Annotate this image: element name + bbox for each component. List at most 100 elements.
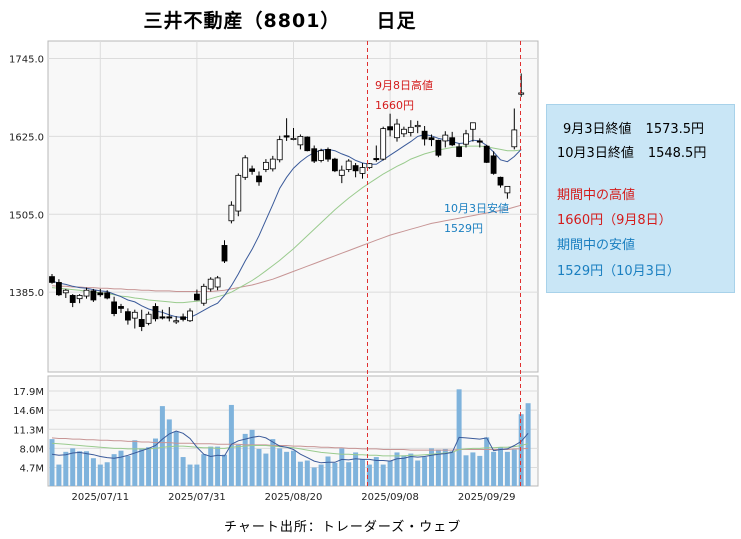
volume-bar	[63, 451, 69, 486]
candlestick	[262, 159, 269, 173]
candle-body	[290, 137, 297, 140]
volume-bar	[422, 457, 428, 486]
volume-bar	[297, 461, 303, 486]
close-2-value: 1548.5円	[647, 146, 707, 161]
candlestick	[407, 120, 414, 137]
candlestick	[497, 176, 504, 188]
candle-body	[207, 278, 214, 290]
candlestick	[221, 240, 228, 263]
candlestick	[228, 201, 235, 224]
candle-body	[193, 293, 200, 301]
candle-body	[504, 185, 511, 194]
volume-bar	[353, 452, 359, 486]
candle-body	[228, 204, 235, 222]
candle-body	[352, 165, 359, 172]
candle-body	[380, 128, 387, 160]
volume-bar	[208, 446, 214, 486]
candlestick	[276, 135, 283, 163]
candle-body	[463, 133, 469, 145]
close-1-row: 9月3日終値 1573.5円	[563, 118, 704, 137]
candle-body	[49, 276, 55, 283]
volume-bar	[498, 447, 503, 486]
chart-source: チャート出所：トレーダーズ・ウェブ	[224, 520, 462, 535]
volume-bar	[263, 453, 269, 486]
candle-body	[387, 126, 394, 131]
chart-title: 三井不動産（8801） 日足	[0, 6, 560, 33]
low-annotation-price: 1529円	[444, 222, 483, 235]
volume-bar	[111, 454, 117, 486]
candle-body	[394, 123, 400, 139]
candlestick	[400, 126, 407, 138]
volume-bar	[401, 455, 407, 486]
candlestick	[193, 289, 200, 301]
candlestick	[352, 163, 359, 178]
candlestick	[504, 185, 511, 199]
volume-bar	[373, 457, 379, 486]
candlestick	[331, 157, 338, 173]
volume-bar	[304, 460, 310, 486]
candlesticks	[49, 73, 525, 332]
volume-bar	[415, 460, 421, 486]
candle-body	[138, 319, 145, 327]
candle-body	[76, 295, 83, 300]
candle-body	[269, 158, 276, 170]
candlestick	[269, 155, 276, 172]
volume-bar	[118, 450, 124, 486]
candlestick	[166, 307, 173, 322]
x-tick-label: 2025/09/29	[458, 492, 516, 503]
period-low-label: 期間中の安値	[557, 238, 636, 253]
candlestick	[90, 288, 97, 302]
volume-bar	[346, 462, 352, 486]
x-tick-label: 2025/07/31	[168, 492, 226, 503]
candlestick	[145, 311, 152, 326]
candlestick	[138, 309, 145, 332]
candlestick	[180, 313, 187, 322]
candlestick	[214, 275, 221, 291]
low-annotation: 10月3日安値 1529円	[444, 200, 509, 236]
candle-body	[166, 316, 173, 319]
close-2-label: 10月3日終値	[557, 146, 634, 161]
candlestick	[469, 122, 476, 142]
title-period: 日足	[376, 10, 417, 32]
candlestick	[249, 165, 256, 175]
candle-body	[256, 175, 262, 183]
candle-body	[435, 139, 442, 156]
candlestick	[366, 163, 373, 169]
low-annotation-date: 10月3日安値	[444, 202, 509, 215]
candle-body	[262, 161, 269, 170]
candle-body	[414, 124, 421, 128]
candle-body	[173, 320, 180, 323]
candle-body	[104, 292, 111, 299]
volume-ma-long-line	[51, 437, 529, 451]
candlestick	[104, 290, 111, 300]
volume-bar	[284, 451, 290, 486]
candlestick	[456, 143, 463, 158]
price-y-tick-label: 1505.0	[9, 210, 44, 221]
candle-body	[242, 157, 249, 178]
candle-body	[311, 148, 318, 162]
volume-panel: 4.7M 8.0M 11.3M 14.6M 17.9M	[13, 375, 539, 487]
candlestick	[394, 118, 400, 142]
volume-bar	[194, 464, 200, 486]
candle-body	[214, 277, 221, 288]
volume-y-axis: 4.7M 8.0M 11.3M 14.6M 17.9M	[13, 387, 44, 474]
candle-body	[125, 311, 131, 321]
price-y-axis: 1385.0 1505.0 1625.0 1745.0	[9, 55, 44, 300]
volume-bar	[366, 464, 372, 486]
candle-body	[187, 310, 193, 322]
candlestick	[373, 145, 380, 162]
volume-bar	[435, 449, 441, 486]
period-low-value: 1529円（10月3日）	[557, 264, 680, 279]
volume-bar	[256, 448, 262, 486]
candlestick	[435, 139, 442, 158]
candle-body	[469, 122, 476, 130]
volume-bar	[429, 448, 434, 486]
candlestick	[125, 308, 131, 325]
candlestick	[449, 131, 456, 147]
period-high-value: 1660円（9月8日）	[557, 213, 672, 228]
candle-body	[145, 313, 152, 324]
ma-mid-line	[51, 145, 522, 304]
volume-bar	[84, 451, 89, 486]
volume-bar	[518, 414, 524, 486]
volume-ma-short-line	[51, 430, 529, 464]
